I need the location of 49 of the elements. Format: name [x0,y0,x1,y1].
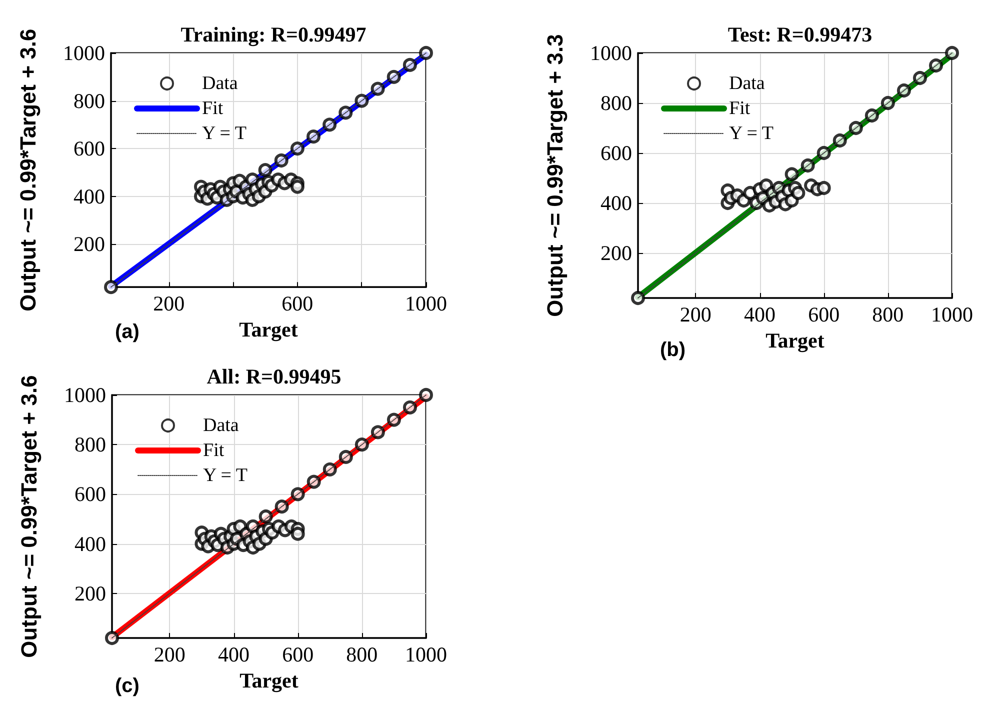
text: (b) [660,339,686,361]
legend-label: Y = T [202,123,247,144]
y-tick-label: 200 [74,581,106,606]
x-axis-title: Target [239,318,298,342]
x-tick-label: 200 [680,302,712,326]
x-tick-label: 600 [282,292,314,316]
x-tick-label: 400 [744,302,776,326]
y-tick-label: 600 [74,482,106,506]
chart-title: Training: R=0.99497 [180,22,366,46]
legend-label: Data [729,73,766,94]
y-tick-label: 600 [600,141,632,165]
x-tick-label: 1000 [931,302,973,326]
legend-label: Y = T [729,123,774,144]
x-tick-label: 200 [154,642,186,666]
y-tick-label: 800 [600,91,632,115]
y-tick-label: 600 [74,136,105,161]
text: (a) [115,321,140,343]
legend-label: Fit [203,440,225,461]
x-tick-label: 200 [153,292,185,316]
x-tick-label: 400 [218,642,250,666]
x-tick-label: 800 [872,302,904,326]
y-tick-label: 200 [600,241,632,265]
legend-label: Data [202,73,238,94]
y-tick-label: 800 [74,432,106,457]
x-tick-label: 800 [346,642,378,666]
chart-title: All: R=0.99495 [206,364,342,388]
chart-title: Test: R=0.99473 [728,22,872,46]
x-axis-title: Target [766,328,824,352]
y-axis-title: Output ~= 0.99*Target + 3.6 [16,28,40,312]
y-tick-label: 400 [74,532,106,556]
y-axis-title: Output ~= 0.99*Target + 3.3 [542,34,568,317]
y-tick-label: 1000 [590,41,632,65]
text: (c) [115,675,140,697]
legend-label: Fit [202,98,224,119]
legend-label: Data [203,415,240,436]
legend-label: Y = T [203,465,248,486]
y-tick-label: 200 [74,232,105,256]
y-tick-label: 800 [74,88,105,113]
y-tick-label: 400 [74,184,105,208]
x-axis-title: Target [240,668,298,692]
y-tick-label: 1000 [64,383,106,407]
x-tick-label: 1000 [405,642,447,666]
x-tick-label: 600 [282,642,314,666]
y-axis-title: Output ~= 0.99*Target + 3.6 [16,375,42,658]
legend-label: Fit [729,98,751,119]
y-tick-label: 400 [600,191,632,215]
x-tick-label: 600 [808,302,840,326]
x-tick-label: 1000 [405,292,447,316]
y-tick-label: 1000 [63,41,105,65]
